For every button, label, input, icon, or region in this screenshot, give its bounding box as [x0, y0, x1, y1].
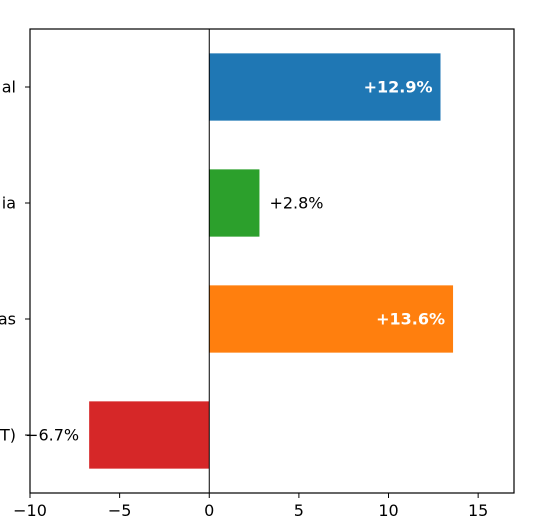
- bar-1: [209, 169, 260, 237]
- bar-3: [89, 401, 210, 469]
- x-tick-label-0: −10: [13, 501, 47, 520]
- bar-0: [209, 53, 441, 121]
- data-label-0: +12.9%: [364, 78, 433, 97]
- data-label-3: −6.7%: [25, 426, 79, 445]
- data-label-2: +13.6%: [376, 310, 445, 329]
- plot-frame: [29, 28, 515, 494]
- x-tick-label-2: 0: [204, 501, 214, 520]
- y-tick-label-1: ia: [2, 194, 16, 213]
- bar-2: [209, 285, 454, 353]
- y-tick-label-0: al: [2, 78, 16, 97]
- x-tick-label-3: 5: [294, 501, 304, 520]
- y-axis: al ia as T): [0, 78, 30, 445]
- data-labels-group: +12.9% +2.8% +13.6% −6.7%: [25, 78, 445, 445]
- x-tick-label-5: 15: [468, 501, 488, 520]
- y-tick-label-3: T): [0, 426, 16, 445]
- x-tick-label-4: 10: [378, 501, 398, 520]
- bars-group: [89, 53, 454, 469]
- y-tick-label-2: as: [0, 310, 16, 329]
- x-tick-label-1: −5: [108, 501, 132, 520]
- x-axis: −10 −5 0 5 10 15: [13, 493, 488, 520]
- data-label-1: +2.8%: [269, 194, 323, 213]
